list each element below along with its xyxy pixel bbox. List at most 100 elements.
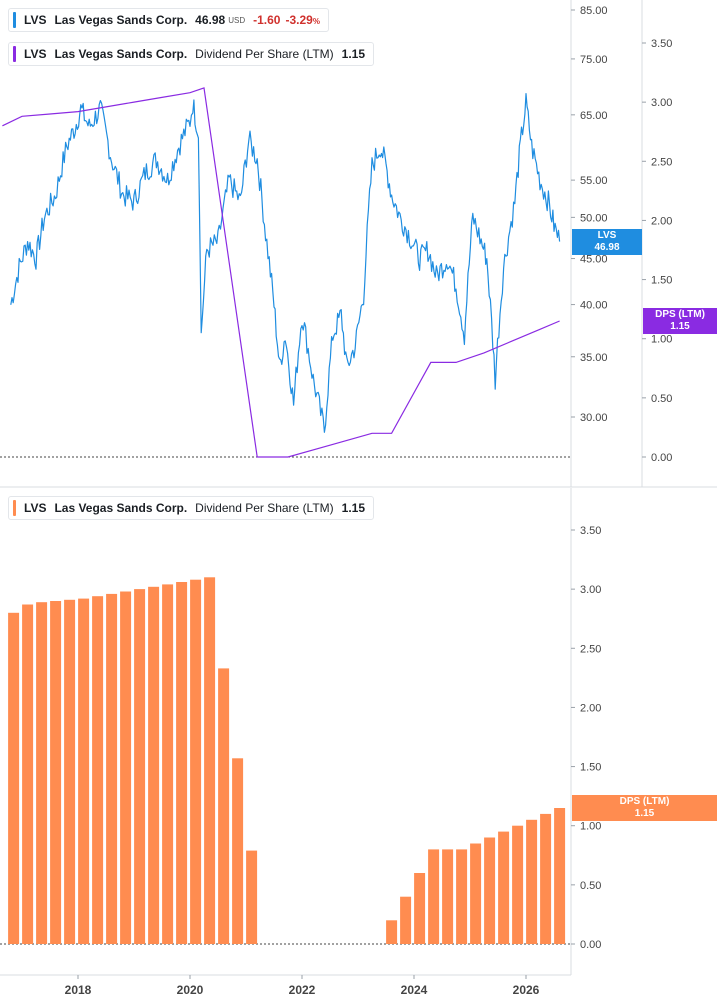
- dps-axis-tick-label: 3.00: [651, 97, 672, 109]
- dps-axis-tick-label: 1.50: [651, 275, 672, 287]
- price-axis-tick-label: 45.00: [580, 254, 608, 266]
- legend-price-change-pct-value: -3.29: [285, 13, 313, 27]
- bottom-axis-tick-label: 0.50: [580, 880, 601, 892]
- dps-axis-bottom: 3.50 3.00 2.50 2.00 1.50 1.00 0.50 0.00: [571, 525, 601, 951]
- dps-bar: [484, 837, 496, 944]
- legend-price[interactable]: LVS Las Vegas Sands Corp. 46.98 USD -1.6…: [8, 8, 329, 32]
- legend-price-value: 46.98: [195, 13, 226, 27]
- dps-top-tag-label: DPS (LTM): [655, 308, 705, 320]
- legend-dps-top-value: 1.15: [341, 47, 366, 61]
- price-axis-tick-label: 65.00: [580, 110, 608, 122]
- dps-top-last-value-tag: DPS (LTM) 1.15: [643, 307, 717, 334]
- legend-dps-bottom-metric: Dividend Per Share (LTM): [195, 501, 334, 515]
- dps-bottom-last-value-tag: DPS (LTM) 1.15: [572, 794, 717, 821]
- x-axis-tick-label: 2026: [513, 983, 540, 997]
- price-axis-tick-label: 85.00: [580, 5, 608, 17]
- dps-bar: [92, 596, 104, 944]
- dps-bar: [204, 577, 216, 944]
- x-axis-tick-label: 2024: [401, 983, 428, 997]
- dps-axis-tick-label: 2.00: [651, 215, 672, 227]
- legend-dps-bottom-value: 1.15: [341, 501, 366, 515]
- dps-bar: [540, 813, 552, 944]
- dps-bar: [22, 604, 34, 944]
- legend-price-name: Las Vegas Sands Corp.: [54, 13, 188, 27]
- bottom-axis-tick-label: 2.50: [580, 643, 601, 655]
- dps-axis-tick-label: 1.00: [651, 334, 672, 346]
- legend-dps-bottom-ticker: LVS: [24, 501, 47, 515]
- dps-axis-tick-label: 0.00: [651, 452, 672, 464]
- dps-axis-tick-label: 3.50: [651, 38, 672, 50]
- dps-bars: [8, 577, 566, 944]
- dps-bar: [176, 582, 188, 944]
- bottom-axis-tick-label: 3.00: [580, 584, 601, 596]
- dps-bar: [512, 825, 524, 944]
- top-series: [2, 87, 561, 458]
- dps-bar: [428, 849, 440, 944]
- legend-dps-top-swatch: [13, 46, 16, 62]
- dps-bar: [414, 873, 426, 944]
- dps-bar: [106, 593, 118, 944]
- bottom-axis-tick-label: 1.00: [580, 821, 601, 833]
- dps-bar: [8, 612, 20, 944]
- dps-bar: [526, 819, 538, 944]
- dps-bar: [78, 598, 90, 944]
- legend-price-change-pct: -3.29%: [285, 13, 319, 27]
- price-axis: 85.00 75.00 65.00 55.00 50.00 45.00 40.00 35.00…: [571, 5, 608, 424]
- dps-bar: [400, 896, 412, 944]
- price-tag-value: 46.98: [594, 241, 620, 253]
- dps-axis-top: 3.50 3.00 2.50 2.00 1.50 1.00 0.50 0.00: [642, 38, 672, 464]
- price-axis-tick-label: 35.00: [580, 352, 608, 364]
- dps-bar: [554, 808, 566, 944]
- dps-bar: [162, 584, 174, 944]
- price-axis-tick-label: 50.00: [580, 212, 608, 224]
- dps-bottom-tag-value: 1.15: [634, 807, 655, 819]
- dps-bar: [456, 849, 468, 944]
- legend-dps-bottom-swatch: [13, 500, 16, 516]
- legend-dps-top-ticker: LVS: [24, 47, 47, 61]
- dps-top-tag-value: 1.15: [670, 320, 690, 332]
- dps-bar: [120, 591, 132, 944]
- dps-bar: [470, 843, 482, 944]
- legend-price-change-pct-sign: %: [312, 17, 320, 26]
- dps-bar: [442, 849, 454, 944]
- dps-bar: [218, 668, 230, 944]
- legend-price-swatch: [13, 12, 16, 28]
- dps-axis-tick-label: 0.50: [651, 393, 672, 405]
- legend-dps-bottom[interactable]: LVS Las Vegas Sands Corp. Dividend Per S…: [8, 496, 375, 520]
- price-series-line: [10, 93, 561, 433]
- dps-bar: [64, 599, 76, 944]
- legend-dps-top-metric: Dividend Per Share (LTM): [195, 47, 334, 61]
- legend-price-ticker: LVS: [24, 13, 47, 27]
- legend-dps-top[interactable]: LVS Las Vegas Sands Corp. Dividend Per S…: [8, 42, 375, 66]
- bottom-axis-tick-label: 0.00: [580, 939, 601, 951]
- price-axis-tick-label: 75.00: [580, 54, 608, 66]
- x-axis-tick-label: 2020: [177, 983, 204, 997]
- dps-series-line: [2, 87, 560, 458]
- bottom-axis-tick-label: 1.50: [580, 762, 601, 774]
- price-axis-tick-label: 40.00: [580, 300, 608, 312]
- dps-bar: [50, 601, 62, 944]
- bottom-axis-tick-label: 3.50: [580, 525, 601, 537]
- x-axis-tick-label: 2022: [289, 983, 316, 997]
- dps-bar: [386, 920, 398, 944]
- dps-bottom-tag-label: DPS (LTM): [619, 795, 670, 807]
- legend-price-change: -1.60: [253, 13, 281, 27]
- price-axis-tick-label: 30.00: [580, 412, 608, 424]
- legend-price-currency: USD: [228, 15, 246, 25]
- legend-dps-top-name: Las Vegas Sands Corp.: [54, 47, 188, 61]
- x-axis: 2018 2020 2022 2024 2026: [65, 975, 540, 997]
- dps-bar: [498, 831, 510, 944]
- dps-bar: [36, 602, 48, 944]
- dps-bar: [232, 758, 244, 944]
- dps-bar: [148, 586, 160, 944]
- bottom-axis-tick-label: 2.00: [580, 702, 601, 714]
- price-axis-tick-label: 55.00: [580, 175, 608, 187]
- bottom-grid: [0, 488, 572, 976]
- price-last-value-tag: LVS 46.98: [572, 228, 642, 255]
- dps-axis-tick-label: 2.50: [651, 156, 672, 168]
- dps-bar: [134, 589, 146, 944]
- legend-dps-bottom-name: Las Vegas Sands Corp.: [54, 501, 188, 515]
- dps-bar: [190, 579, 202, 944]
- dps-bar: [246, 850, 258, 944]
